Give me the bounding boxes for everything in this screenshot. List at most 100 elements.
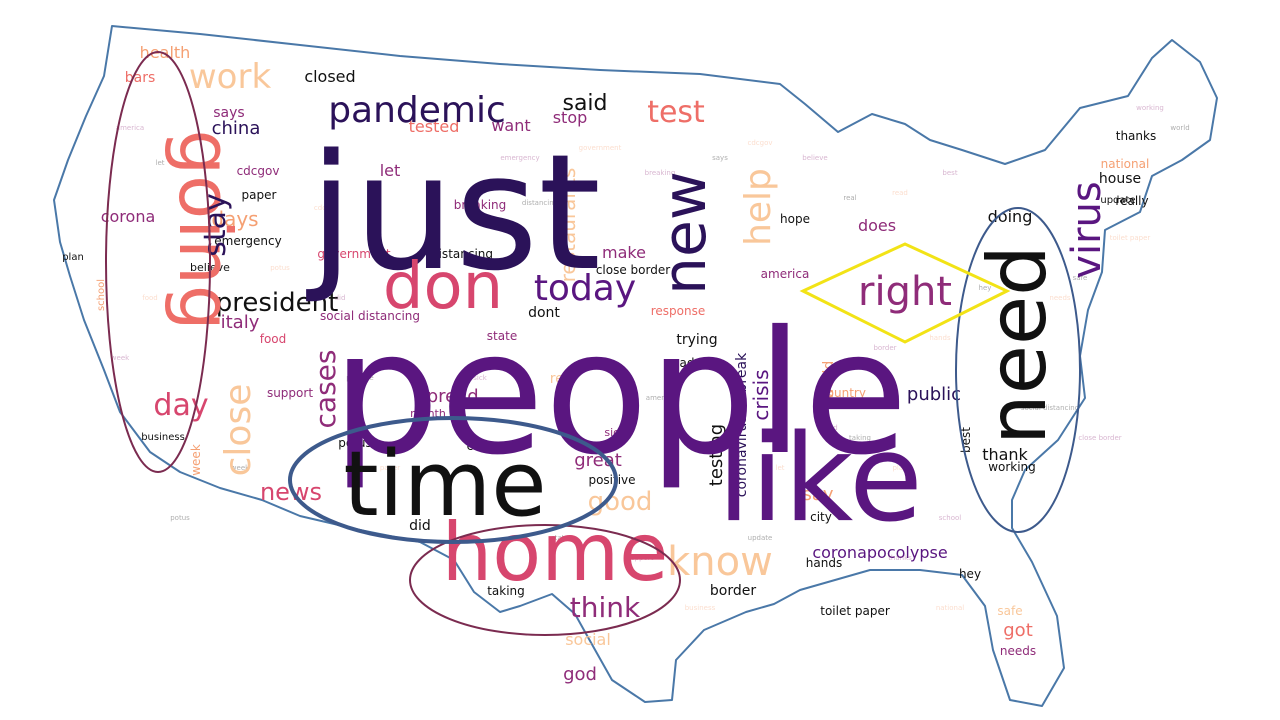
word-response: response — [651, 304, 706, 318]
word-virus: virus — [1064, 181, 1110, 278]
word-safe: safe — [997, 604, 1022, 618]
filler-word: did — [335, 294, 346, 302]
filler-word: needs — [1049, 294, 1070, 302]
word-work: work — [189, 57, 272, 97]
word-spread: spread — [417, 386, 478, 407]
word-plan: plan — [62, 252, 84, 263]
filler-word: hands — [929, 334, 951, 342]
word-public: public — [907, 384, 961, 405]
word-world: world — [821, 361, 837, 400]
filler-word: school — [939, 514, 961, 522]
word-hands: hands — [806, 556, 842, 570]
word-dont: dont — [528, 305, 560, 321]
word-social: social — [565, 630, 611, 649]
word-don: don — [383, 250, 503, 324]
filler-word: breaking — [645, 169, 676, 177]
word-close-border: close border — [596, 263, 670, 277]
word-house: house — [1099, 171, 1141, 187]
filler-word: cdc — [314, 204, 326, 212]
filler-word: positive — [346, 374, 373, 382]
word-got: got — [1003, 620, 1033, 641]
word-food: food — [260, 332, 287, 346]
filler-word: working — [1136, 104, 1164, 112]
filler-word: let — [156, 159, 165, 167]
word-thank: thank — [982, 445, 1028, 464]
filler-word: food — [142, 294, 157, 302]
word-hey: hey — [959, 567, 981, 581]
filler-word: read — [892, 189, 908, 197]
word-real: real — [550, 371, 577, 387]
filler-word: update — [748, 534, 773, 542]
word-just: just — [306, 119, 601, 306]
word-tested: tested — [409, 117, 460, 136]
word-city: city — [810, 510, 832, 524]
word-think: think — [570, 591, 641, 624]
filler-word: best — [942, 169, 957, 177]
word-cdc: cdc — [467, 439, 488, 453]
word-make: make — [602, 243, 646, 262]
filler-word: thanks — [888, 554, 912, 562]
word-good: good — [588, 487, 653, 517]
word-business: business — [141, 432, 185, 443]
word-state: state — [487, 329, 517, 343]
word-coronavirusoutbreak: coronavirusoutbreak — [734, 352, 750, 497]
word-working: working — [988, 460, 1036, 474]
filler-word: america — [646, 394, 674, 402]
word-really: really — [1115, 194, 1148, 208]
word-president: president — [216, 288, 339, 318]
word-days: days — [211, 207, 258, 231]
word-said: said — [562, 91, 607, 116]
filler-word: hey — [979, 284, 992, 292]
word-new: new — [650, 171, 720, 295]
word-needs: needs — [1000, 644, 1036, 658]
filler-word: let — [776, 464, 785, 472]
word-hope: hope — [780, 212, 810, 226]
filler-word: distancing — [522, 199, 558, 207]
filler-texture: america let food week potus cdc did positive pap… — [111, 104, 1190, 612]
word-did: did — [409, 518, 431, 534]
circle-need — [955, 207, 1081, 533]
filler-word: state — [551, 534, 569, 542]
word-positive: positive — [588, 473, 635, 487]
filler-word: border — [873, 344, 896, 352]
circle-home — [409, 524, 681, 636]
word-distancing: distancing — [431, 247, 493, 261]
filler-word: cdcgov — [747, 139, 772, 147]
word-says: says — [213, 105, 244, 121]
word-support: support — [267, 386, 313, 400]
word-border: border — [710, 583, 756, 599]
word-trying: trying — [676, 332, 717, 348]
word-need: need — [971, 245, 1064, 445]
filler-word: week — [111, 354, 130, 362]
filler-word: paper — [380, 464, 400, 472]
word-emergency: emergency — [214, 234, 281, 248]
filler-word: america — [116, 124, 144, 132]
word-government: government — [317, 247, 390, 261]
circle-time — [288, 416, 618, 544]
filler-word: social distancing — [1021, 404, 1079, 412]
word-breaking: breaking — [454, 198, 507, 212]
circle-going — [105, 51, 211, 473]
word-right: right — [858, 269, 952, 315]
word-say: say — [802, 484, 833, 505]
word-read: read — [667, 356, 694, 370]
filler-word: real — [843, 194, 856, 202]
annotation-shapes — [105, 51, 1081, 636]
diamond-right — [799, 242, 1011, 344]
word-close: close — [218, 384, 259, 477]
word-crisis: crisis — [749, 369, 773, 420]
word-home: home — [442, 506, 669, 599]
word-doing: doing — [988, 207, 1033, 226]
usa-map-outline — [53, 25, 1218, 707]
word-country: country — [820, 386, 866, 400]
word-like: like — [717, 410, 923, 549]
word-corona: corona — [101, 207, 156, 226]
filler-word: national — [936, 604, 964, 612]
word-toilet-paper: toilet paper — [820, 604, 890, 618]
small-word-layer: presidentcasesnewssaidthinkgoodcoronapoc… — [62, 43, 1189, 685]
word-closed: closed — [304, 67, 355, 86]
filler-word: believe — [802, 154, 827, 162]
word-test: test — [647, 95, 705, 130]
